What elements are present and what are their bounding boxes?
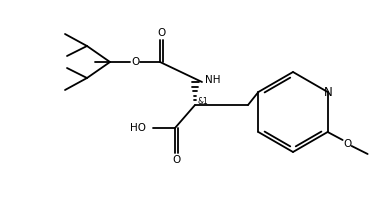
Text: NH: NH — [205, 75, 220, 85]
Text: O: O — [131, 57, 139, 67]
Text: O: O — [173, 155, 181, 165]
Text: HO: HO — [130, 123, 146, 133]
Text: O: O — [344, 139, 352, 149]
Text: &1: &1 — [198, 97, 209, 106]
Text: O: O — [157, 28, 166, 38]
Text: N: N — [324, 85, 333, 98]
